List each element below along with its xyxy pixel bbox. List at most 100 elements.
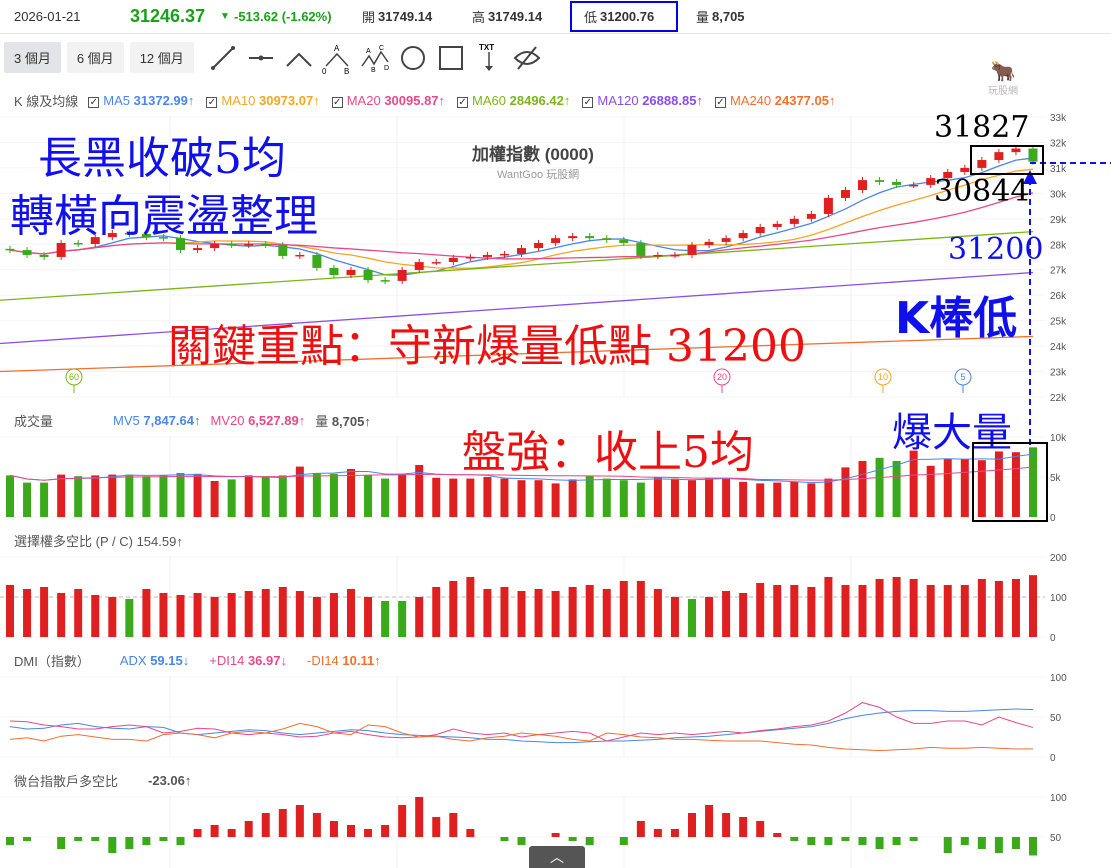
volume-bar <box>705 477 714 517</box>
pc-bar <box>602 589 611 637</box>
pc-bar <box>329 593 338 637</box>
retail-bar <box>824 837 833 845</box>
dmi-tick: 0 <box>1050 753 1056 764</box>
pc-bar <box>722 591 731 637</box>
retail-bar <box>960 837 969 845</box>
volume-bar <box>329 473 338 517</box>
toolbar: 3 個月 6 個月 12 個月 A 0 B A C B D TXT <box>4 42 542 74</box>
volume-bar <box>756 483 765 517</box>
candle <box>329 267 339 276</box>
volume-bar <box>602 478 611 517</box>
price-tick: 29k <box>1050 215 1067 226</box>
range-6m-button[interactable]: 6 個月 <box>66 42 124 73</box>
ma60-line <box>0 230 1034 301</box>
vol-value: 8,705 <box>712 9 745 24</box>
pc-bar <box>364 597 373 637</box>
candle <box>261 243 271 246</box>
ma-toggle-ma60[interactable]: ✓ MA60 28496.42↑ <box>457 93 571 108</box>
recent-candles-box <box>970 145 1044 175</box>
range-3m-button[interactable]: 3 個月 <box>4 42 61 73</box>
ma-toggle-ma120[interactable]: ✓ MA120 26888.85↑ <box>582 93 703 108</box>
volume-bar <box>790 481 799 517</box>
volume-bar <box>398 473 407 517</box>
ma-toggle-ma10[interactable]: ✓ MA10 30973.07↑ <box>206 93 320 108</box>
checkbox-icon[interactable]: ✓ <box>331 97 343 108</box>
text-tool-icon[interactable]: TXT <box>474 43 504 73</box>
retail-bar <box>176 837 185 845</box>
candle <box>823 197 833 214</box>
high-label: 高 <box>472 10 486 25</box>
pc-bar <box>943 585 952 637</box>
pc-bar <box>1011 579 1020 637</box>
retail-bar <box>142 837 151 845</box>
pc-bar <box>875 579 884 637</box>
ma-toggle-ma240[interactable]: ✓ MA240 24377.05↑ <box>714 93 836 108</box>
abcd-pattern-icon[interactable]: A C B D <box>360 43 390 74</box>
ma120-line <box>0 271 1034 345</box>
svg-text:A: A <box>366 48 371 55</box>
pc-value: 154.59 <box>136 534 177 549</box>
quote-price: 31246.37 <box>130 6 206 26</box>
volume-bar <box>40 482 49 517</box>
retail-bar <box>244 821 253 837</box>
candle <box>141 234 151 238</box>
volume-bar <box>312 473 321 517</box>
price-tick: 24k <box>1050 342 1067 353</box>
horizontal-line-icon[interactable] <box>246 43 276 73</box>
mv5-label: MV5 <box>113 413 140 428</box>
pc-bar <box>227 593 236 637</box>
pc-bar <box>449 581 458 637</box>
candle <box>977 160 987 168</box>
rectangle-tool-icon[interactable] <box>436 43 466 73</box>
retail-bar <box>57 837 66 849</box>
line-tool-icon[interactable] <box>208 43 238 73</box>
checkbox-icon[interactable]: ✓ <box>714 97 726 108</box>
retail-bar <box>909 837 918 841</box>
pc-bar <box>500 587 509 637</box>
range-12m-button[interactable]: 12 個月 <box>129 42 194 73</box>
svg-text:A: A <box>334 44 340 53</box>
retail-title: 微台指散戶多空比 <box>14 774 119 789</box>
volume-bar <box>551 483 560 517</box>
collapse-button[interactable]: ︿ <box>529 846 585 868</box>
retail-bar <box>74 837 83 841</box>
pc-tick: 100 <box>1050 593 1067 604</box>
price-tick: 26k <box>1050 291 1067 302</box>
checkbox-icon[interactable]: ✓ <box>206 97 218 108</box>
pc-bar <box>790 585 799 637</box>
pc-bar <box>176 595 185 637</box>
checkbox-icon[interactable]: ✓ <box>582 97 594 108</box>
candle <box>960 167 970 172</box>
checkbox-icon[interactable]: ✓ <box>88 97 100 108</box>
candle <box>943 171 953 179</box>
abc-pattern-icon[interactable]: A 0 B <box>322 43 352 74</box>
pc-bar <box>466 577 475 637</box>
ma-toggle-ma20[interactable]: ✓ MA20 30095.87↑ <box>331 93 446 108</box>
pc-tick: 200 <box>1050 553 1067 564</box>
annotation-low: 30844 <box>934 174 1030 209</box>
retail-bar <box>739 817 748 837</box>
wantgoo-logo: 🐂 玩股網 <box>988 61 1018 97</box>
ma-toggle-ma5[interactable]: ✓ MA5 31372.99↑ <box>88 93 195 108</box>
volume-bar <box>466 478 475 517</box>
candle <box>346 269 356 276</box>
candle <box>295 254 305 257</box>
candle <box>22 250 32 255</box>
volume-bar <box>943 458 952 517</box>
candle <box>39 254 49 257</box>
retail-bar <box>6 837 14 845</box>
circle-tool-icon[interactable] <box>398 43 428 73</box>
checkbox-icon[interactable]: ✓ <box>457 97 469 108</box>
candle <box>704 241 714 246</box>
retail-bar <box>841 837 850 841</box>
retail-bar <box>159 837 168 841</box>
candle <box>755 226 765 234</box>
hide-drawings-icon[interactable] <box>512 43 542 73</box>
pc-bar <box>23 589 32 637</box>
angle-tool-icon[interactable] <box>284 43 314 73</box>
pc-bar <box>858 585 867 637</box>
candle <box>499 253 509 256</box>
pc-bar <box>244 591 253 637</box>
candle <box>465 256 475 259</box>
